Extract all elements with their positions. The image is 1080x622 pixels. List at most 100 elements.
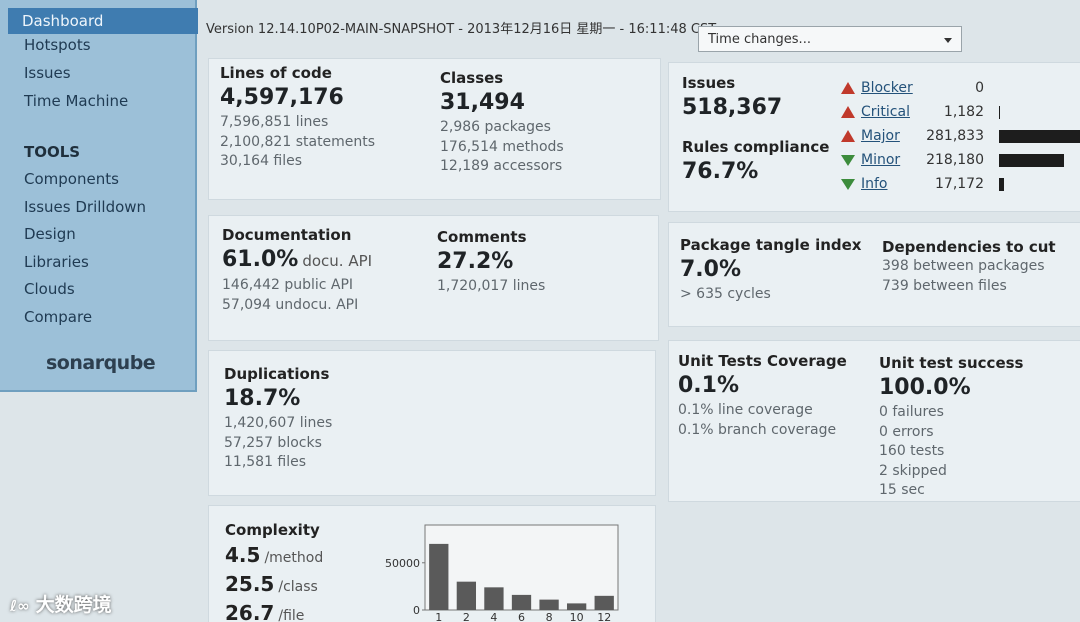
menu-item[interactable]: Hotspots	[24, 36, 91, 54]
metric-value: 76.7%	[682, 157, 829, 187]
menu-item[interactable]: Issues	[24, 64, 71, 82]
metric-detail: 176,514 methods	[440, 138, 564, 155]
metric-block: Issues 518,367	[682, 73, 782, 123]
severity-count: 218,180	[926, 152, 984, 168]
metric-label: Dependencies to cut	[882, 238, 1056, 256]
severity-shape	[841, 130, 855, 142]
metric-detail: 12,189 accessors	[440, 158, 563, 174]
metric-detail: 160 tests	[879, 443, 945, 459]
complexity-metric: 25.5/class	[225, 572, 318, 596]
panel-size	[208, 58, 661, 200]
metric-value: 518,367	[682, 93, 782, 123]
x-tick-label: 4	[490, 611, 497, 622]
metric-label: Duplications	[224, 365, 330, 383]
x-tick-label: 2	[463, 611, 470, 622]
severity-count: 0	[975, 80, 984, 96]
severity-name[interactable]: Major	[861, 128, 900, 144]
metric-detail: 2 skipped	[879, 462, 947, 479]
panel-docs	[208, 215, 659, 341]
metric-detail: 0 errors	[879, 423, 934, 440]
menu-item[interactable]: Issues Drilldown	[24, 197, 147, 216]
complexity-value: 25.5	[225, 572, 275, 596]
metric-block: Duplications 18.7% 1,420,607 lines 57,257 b…	[224, 364, 332, 473]
menu-item[interactable]: Libraries	[24, 252, 89, 271]
watermark-logo: ℓ∞	[10, 597, 30, 615]
metric-label: Unit Tests Coverage	[678, 352, 847, 370]
complexity-unit: /method	[264, 550, 324, 566]
version: Version 12.14.10P02-MAIN-SNAPSHOT - 2013…	[206, 22, 717, 37]
severity-name[interactable]: Critical	[861, 104, 910, 120]
severity-icon	[841, 130, 855, 142]
severity-icon	[841, 155, 855, 166]
severity-shape	[841, 82, 855, 94]
x-tick-label: 1	[435, 611, 442, 622]
metric-detail: 7,596,851 lines	[220, 114, 329, 130]
severity-shape	[841, 155, 855, 166]
watermark-text: 大数跨境	[35, 594, 112, 616]
y-tick-label: 50000	[385, 557, 420, 570]
metric-detail: 398 between packages	[882, 258, 1045, 274]
metric-value: 31,494	[440, 88, 564, 118]
complexity-unit: /file	[278, 608, 305, 622]
complexity-metric: 26.7/file	[225, 601, 304, 622]
severity-row: Major 281,833	[838, 125, 1080, 147]
severity-name[interactable]: Info	[861, 176, 888, 192]
metric-detail: 739 between files	[882, 277, 1007, 294]
menu-item[interactable]: Design	[24, 225, 76, 244]
metric-number: 7.0%	[680, 257, 742, 282]
menu-item[interactable]: Time Machine	[24, 92, 129, 110]
metric-detail: 2,986 packages	[440, 119, 551, 135]
metric-unit: docu. API	[302, 252, 373, 270]
metric-label: Classes	[440, 69, 504, 87]
metric-label: Comments	[437, 228, 527, 246]
bar	[484, 587, 504, 610]
severity-bar	[999, 154, 1065, 167]
y-tick-label: 0	[413, 604, 420, 617]
metric-label: Documentation	[222, 226, 352, 244]
metric-block: Classes 31,494 2,986 packages 176,514 metho…	[440, 68, 564, 177]
metric-detail: 1,720,017 lines	[437, 278, 546, 294]
metric-number: 18.7%	[224, 386, 301, 411]
metric-detail: 15 sec	[879, 482, 925, 498]
metric-detail: 57,257 blocks	[224, 434, 322, 451]
severity-icon	[841, 106, 855, 118]
menu-item[interactable]: Components	[24, 170, 119, 188]
x-tick-label: 8	[546, 611, 553, 622]
x-tick-label: 6	[518, 611, 525, 622]
metric-number: 76.7%	[682, 159, 759, 184]
menu-item[interactable]: Compare	[24, 308, 93, 326]
metric-detail: 2,100,821 statements	[220, 133, 376, 150]
panel-tests	[668, 340, 1080, 502]
menu-item[interactable]: Clouds	[24, 280, 75, 299]
sidebar: sonarqube Dashboard Hotspots Issues Time Ma…	[0, 0, 198, 392]
metric-detail: 30,164 files	[220, 153, 303, 169]
metric-number: 61.0%	[222, 247, 299, 272]
bar	[511, 594, 532, 610]
severity-name[interactable]: Blocker	[861, 80, 913, 96]
severity-row: Minor 218,180	[838, 149, 1080, 171]
metric-value: 4,597,176	[220, 83, 375, 113]
time-select[interactable]: Time changes...	[698, 26, 962, 52]
tools-heading: TOOLS	[24, 143, 81, 161]
metric-label: Package tangle index	[680, 236, 862, 254]
metric-value: 61.0% docu. API	[222, 245, 372, 276]
bar	[539, 599, 559, 610]
complexity-unit: /class	[278, 579, 318, 595]
menu-item[interactable]: Dashboard	[8, 8, 198, 34]
metric-value: 100.0%	[879, 373, 1023, 403]
severity-count: 1,182	[943, 104, 984, 120]
panel-duplications	[208, 350, 656, 496]
metric-label: Rules compliance	[682, 138, 830, 156]
severity-row: Info 17,172	[838, 173, 1080, 195]
bar	[429, 543, 449, 610]
metric-value: 18.7%	[224, 384, 332, 414]
bar	[566, 603, 587, 610]
severity-name[interactable]: Minor	[861, 152, 901, 168]
severity-bar	[999, 130, 1080, 143]
metric-block: Lines of code 4,597,176 7,596,851 lines 2,1…	[220, 63, 375, 172]
complexity-value: 26.7	[225, 601, 275, 622]
metric-label: Issues	[682, 74, 736, 92]
metric-block: Unit Tests Coverage 0.1% 0.1% line coverag…	[678, 351, 847, 440]
